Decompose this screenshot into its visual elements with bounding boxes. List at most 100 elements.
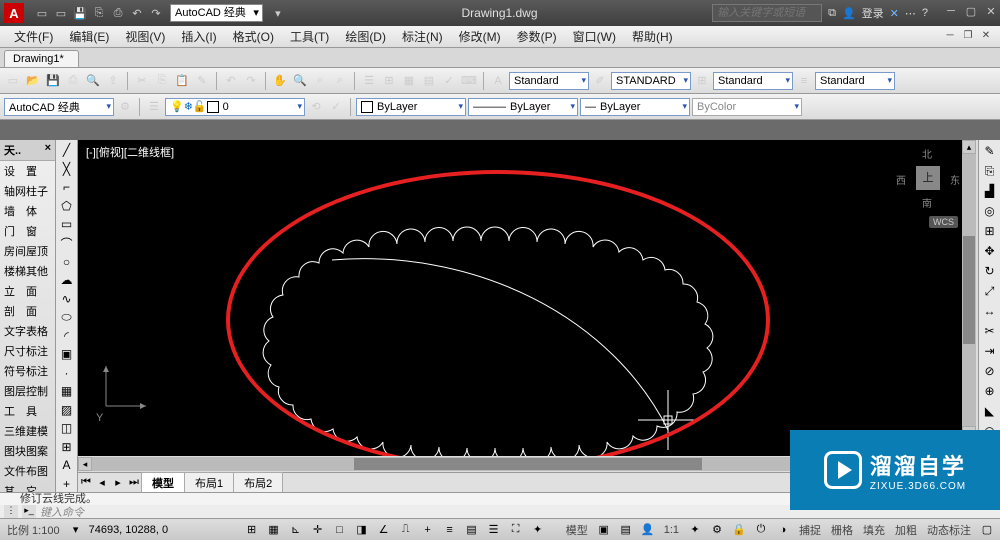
- arc-icon[interactable]: ⌒: [58, 235, 76, 252]
- ml-style-drop[interactable]: Standard: [815, 72, 895, 90]
- palette-item[interactable]: 设 置: [0, 161, 55, 181]
- menu-draw[interactable]: 绘图(D): [337, 28, 394, 45]
- ws-switch-icon[interactable]: ⚙: [708, 521, 726, 539]
- tab-next-icon[interactable]: ▸: [110, 476, 126, 489]
- grid-icon[interactable]: ▦: [265, 521, 283, 539]
- palette-item[interactable]: 文件布图: [0, 461, 55, 481]
- palette-item[interactable]: 尺寸标注: [0, 341, 55, 361]
- toggle-fill[interactable]: 填充: [860, 522, 888, 538]
- vc-east[interactable]: 东: [950, 172, 960, 187]
- erase-icon[interactable]: ✎: [981, 142, 999, 160]
- palette-item[interactable]: 其 它: [0, 481, 55, 492]
- palette-item[interactable]: 门 窗: [0, 221, 55, 241]
- minimize-button[interactable]: ─: [942, 5, 960, 21]
- menu-tools[interactable]: 工具(T): [282, 28, 337, 45]
- sc-icon[interactable]: ⛶: [507, 521, 525, 539]
- pline-icon[interactable]: ⌐: [58, 179, 76, 196]
- ssm-icon[interactable]: ▤: [420, 72, 438, 90]
- layer-mgr-icon[interactable]: ☰: [145, 98, 163, 116]
- line-icon[interactable]: ╱: [58, 142, 76, 159]
- menu-insert[interactable]: 插入(I): [173, 28, 224, 45]
- vc-north[interactable]: 北: [922, 146, 932, 161]
- palette-item[interactable]: 符号标注: [0, 361, 55, 381]
- polygon-icon[interactable]: ⬠: [58, 198, 76, 215]
- workspace-drop[interactable]: AutoCAD 经典: [4, 98, 114, 116]
- ortho-icon[interactable]: ⊾: [287, 521, 305, 539]
- signin-icon[interactable]: 👤: [842, 7, 856, 20]
- tool-pal-icon[interactable]: ▦: [400, 72, 418, 90]
- maximize-button[interactable]: ▢: [962, 5, 980, 21]
- trim-icon[interactable]: ✂: [981, 322, 999, 340]
- ellipse-icon[interactable]: ⬭: [58, 309, 76, 326]
- viewcube[interactable]: 北 南 西 东 上: [896, 146, 960, 210]
- mtext-icon[interactable]: A: [58, 457, 76, 474]
- menu-view[interactable]: 视图(V): [117, 28, 173, 45]
- infocenter-icon[interactable]: ⧉: [828, 7, 836, 20]
- scroll-up-icon[interactable]: ▴: [962, 140, 976, 154]
- qcalc-icon[interactable]: ⌨: [460, 72, 478, 90]
- vc-south[interactable]: 南: [922, 195, 932, 210]
- osnap-icon[interactable]: □: [331, 521, 349, 539]
- gradient-icon[interactable]: ▨: [58, 402, 76, 419]
- rectangle-icon[interactable]: ▭: [58, 216, 76, 233]
- exchange-icon[interactable]: ✕: [890, 7, 899, 20]
- lwt-icon[interactable]: ≡: [441, 521, 459, 539]
- palette-item[interactable]: 工 具: [0, 401, 55, 421]
- plot-icon[interactable]: ⎙: [110, 5, 126, 21]
- palette-header[interactable]: 天..×: [0, 140, 55, 161]
- save-icon[interactable]: 💾: [72, 5, 88, 21]
- menu-parametric[interactable]: 参数(P): [509, 28, 565, 45]
- help-search-input[interactable]: [712, 4, 822, 22]
- wcs-badge[interactable]: WCS: [929, 216, 958, 228]
- offset-icon[interactable]: ◎: [981, 202, 999, 220]
- dyn-icon[interactable]: +: [419, 521, 437, 539]
- redo-icon[interactable]: ↷: [148, 5, 164, 21]
- am-icon[interactable]: ✦: [529, 521, 547, 539]
- lock-ui-icon[interactable]: 🔒: [730, 521, 748, 539]
- plot-icon[interactable]: ⎙: [64, 72, 82, 90]
- join-icon[interactable]: ⊕: [981, 382, 999, 400]
- close-button[interactable]: ✕: [982, 5, 1000, 21]
- publish-icon[interactable]: ⇪: [104, 72, 122, 90]
- palette-close-icon[interactable]: ×: [45, 142, 51, 158]
- mirror-icon[interactable]: ▟: [981, 182, 999, 200]
- scroll-track[interactable]: [962, 154, 976, 426]
- block-icon[interactable]: ▣: [58, 346, 76, 363]
- palette-item[interactable]: 剖 面: [0, 301, 55, 321]
- cut-icon[interactable]: ✂: [133, 72, 151, 90]
- saveas-icon[interactable]: ⎘: [91, 5, 107, 21]
- qp-icon[interactable]: ☰: [485, 521, 503, 539]
- new-icon[interactable]: ▭: [4, 72, 22, 90]
- color-drop[interactable]: ByLayer: [356, 98, 466, 116]
- save-icon[interactable]: 💾: [44, 72, 62, 90]
- open-icon[interactable]: 📂: [24, 72, 42, 90]
- iso-obj-icon[interactable]: ◑: [774, 521, 792, 539]
- vc-top-face[interactable]: 上: [916, 166, 940, 190]
- copy-icon[interactable]: ⎘: [153, 72, 171, 90]
- layer-state-icon[interactable]: ✓: [327, 98, 345, 116]
- menu-help[interactable]: 帮助(H): [624, 28, 681, 45]
- app-logo[interactable]: A: [4, 3, 24, 23]
- circle-icon[interactable]: ○: [58, 254, 76, 271]
- ducs-icon[interactable]: ⎍: [397, 521, 415, 539]
- vc-west[interactable]: 西: [896, 172, 906, 187]
- model-canvas[interactable]: [-][俯视][二维线框] X: [78, 140, 978, 456]
- scale-drop-icon[interactable]: ▾: [67, 521, 85, 539]
- addsel-icon[interactable]: +: [58, 476, 76, 493]
- scroll-thumb[interactable]: [354, 458, 703, 470]
- style1-icon[interactable]: A: [489, 72, 507, 90]
- palette-item[interactable]: 房间屋顶: [0, 241, 55, 261]
- match-icon[interactable]: ✎: [193, 72, 211, 90]
- stretch-icon[interactable]: ↔: [981, 302, 999, 320]
- style4-icon[interactable]: ≡: [795, 72, 813, 90]
- mdi-close-icon[interactable]: ✕: [978, 30, 994, 44]
- polar-icon[interactable]: ✛: [309, 521, 327, 539]
- dc-icon[interactable]: ⊞: [380, 72, 398, 90]
- hw-acc-icon[interactable]: ⏻: [752, 521, 770, 539]
- preview-icon[interactable]: 🔍: [84, 72, 102, 90]
- scale-icon[interactable]: ⤢: [981, 282, 999, 300]
- point-icon[interactable]: ·: [58, 365, 76, 382]
- paste-icon[interactable]: 📋: [173, 72, 191, 90]
- menu-file[interactable]: 文件(F): [6, 28, 61, 45]
- palette-item[interactable]: 楼梯其他: [0, 261, 55, 281]
